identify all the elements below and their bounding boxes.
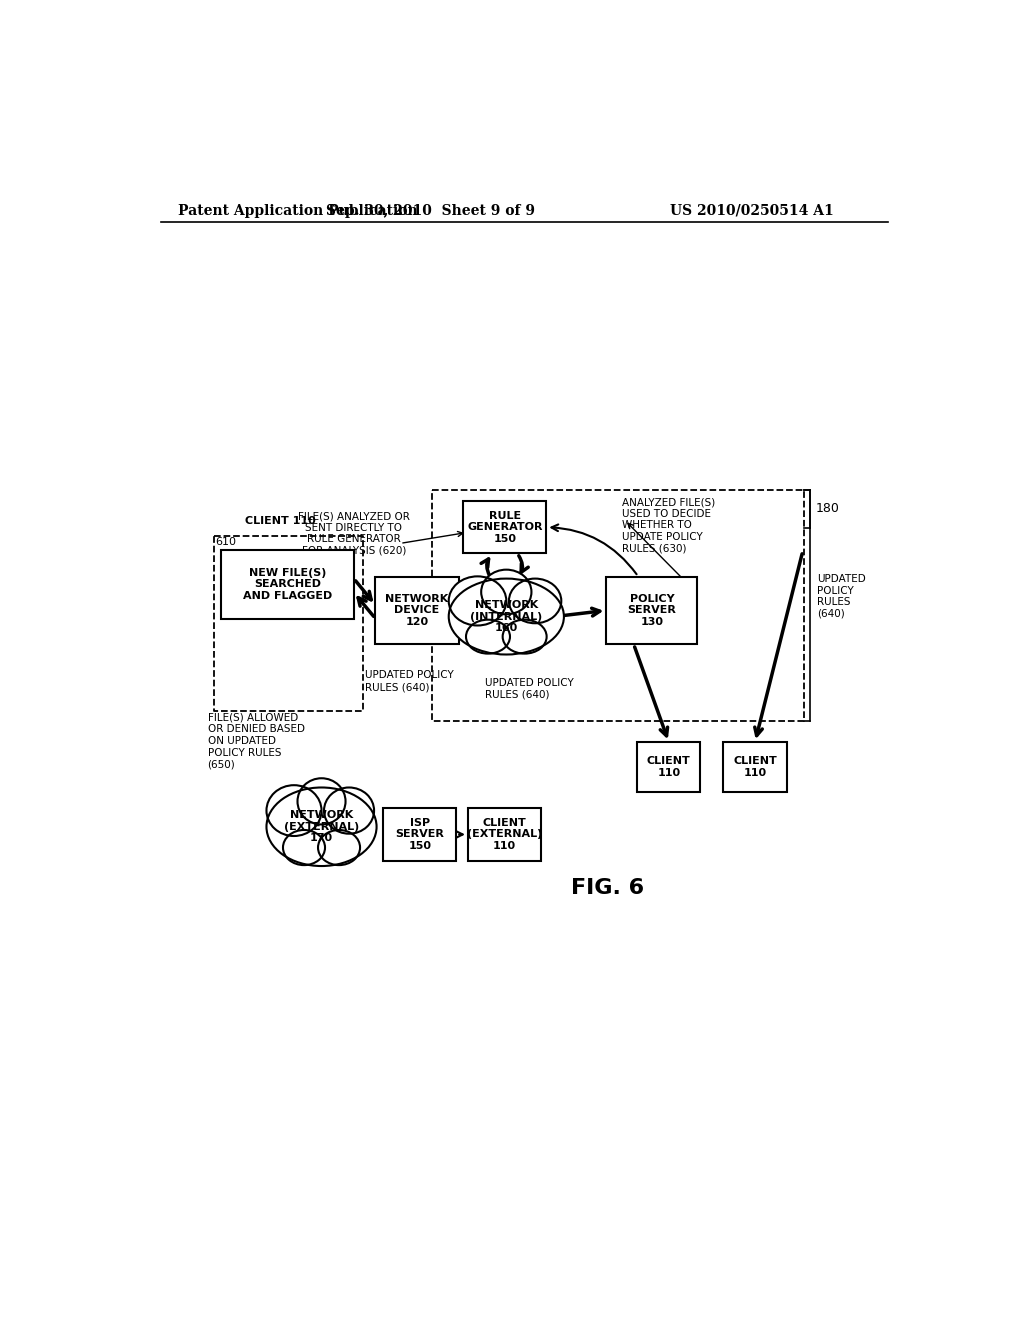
Ellipse shape [266,785,322,836]
Ellipse shape [449,578,564,655]
Ellipse shape [318,830,360,865]
Text: Patent Application Publication: Patent Application Publication [178,203,418,218]
Ellipse shape [298,779,345,825]
Text: FIG. 6: FIG. 6 [571,878,644,899]
Text: ANALYZED FILE(S)
USED TO DECIDE
WHETHER TO
UPDATE POLICY
RULES (630): ANALYZED FILE(S) USED TO DECIDE WHETHER … [622,498,715,553]
Text: NETWORK
(EXTERNAL)
170: NETWORK (EXTERNAL) 170 [284,810,359,843]
Ellipse shape [266,788,377,866]
Text: NETWORK
(INTERNAL)
160: NETWORK (INTERNAL) 160 [470,601,543,634]
Text: CLIENT
110: CLIENT 110 [733,756,777,777]
Text: POLICY
SERVER
130: POLICY SERVER 130 [628,594,676,627]
Text: Sep. 30, 2010  Sheet 9 of 9: Sep. 30, 2010 Sheet 9 of 9 [327,203,536,218]
Ellipse shape [466,619,510,653]
Ellipse shape [283,830,325,865]
Ellipse shape [324,788,374,834]
Text: NEW FILE(S)
SEARCHED
AND FLAGGED: NEW FILE(S) SEARCHED AND FLAGGED [243,568,332,601]
Text: UPDATED POLICY
RULES (640): UPDATED POLICY RULES (640) [366,671,455,692]
FancyBboxPatch shape [463,502,547,553]
FancyBboxPatch shape [606,577,697,644]
Text: UPDATED
POLICY
RULES
(640): UPDATED POLICY RULES (640) [817,574,866,619]
FancyBboxPatch shape [221,549,354,619]
Ellipse shape [509,578,561,623]
Text: ISP
SERVER
150: ISP SERVER 150 [395,818,444,851]
Text: CLIENT
110: CLIENT 110 [647,756,690,777]
Text: NETWORK
DEVICE
120: NETWORK DEVICE 120 [385,594,449,627]
Ellipse shape [503,619,547,653]
Ellipse shape [449,577,506,626]
Text: 180: 180 [816,502,840,515]
Text: 610: 610 [215,537,237,548]
FancyBboxPatch shape [724,742,786,792]
Text: FILE(S) ALLOWED
OR DENIED BASED
ON UPDATED
POLICY RULES
(650): FILE(S) ALLOWED OR DENIED BASED ON UPDAT… [208,713,304,770]
Ellipse shape [481,570,531,614]
Text: US 2010/0250514 A1: US 2010/0250514 A1 [670,203,834,218]
FancyBboxPatch shape [637,742,700,792]
FancyBboxPatch shape [468,808,541,862]
FancyBboxPatch shape [383,808,457,862]
Text: FILE(S) ANALYZED OR
SENT DIRECTLY TO
RULE GENERATOR
FOR ANALYSIS (620): FILE(S) ANALYZED OR SENT DIRECTLY TO RUL… [298,511,410,556]
Text: CLIENT
(EXTERNAL)
110: CLIENT (EXTERNAL) 110 [467,818,542,851]
FancyBboxPatch shape [376,577,459,644]
Text: CLIENT 110: CLIENT 110 [246,516,316,527]
Text: UPDATED POLICY
RULES (640): UPDATED POLICY RULES (640) [484,678,573,700]
Text: RULE
GENERATOR
150: RULE GENERATOR 150 [467,511,543,544]
